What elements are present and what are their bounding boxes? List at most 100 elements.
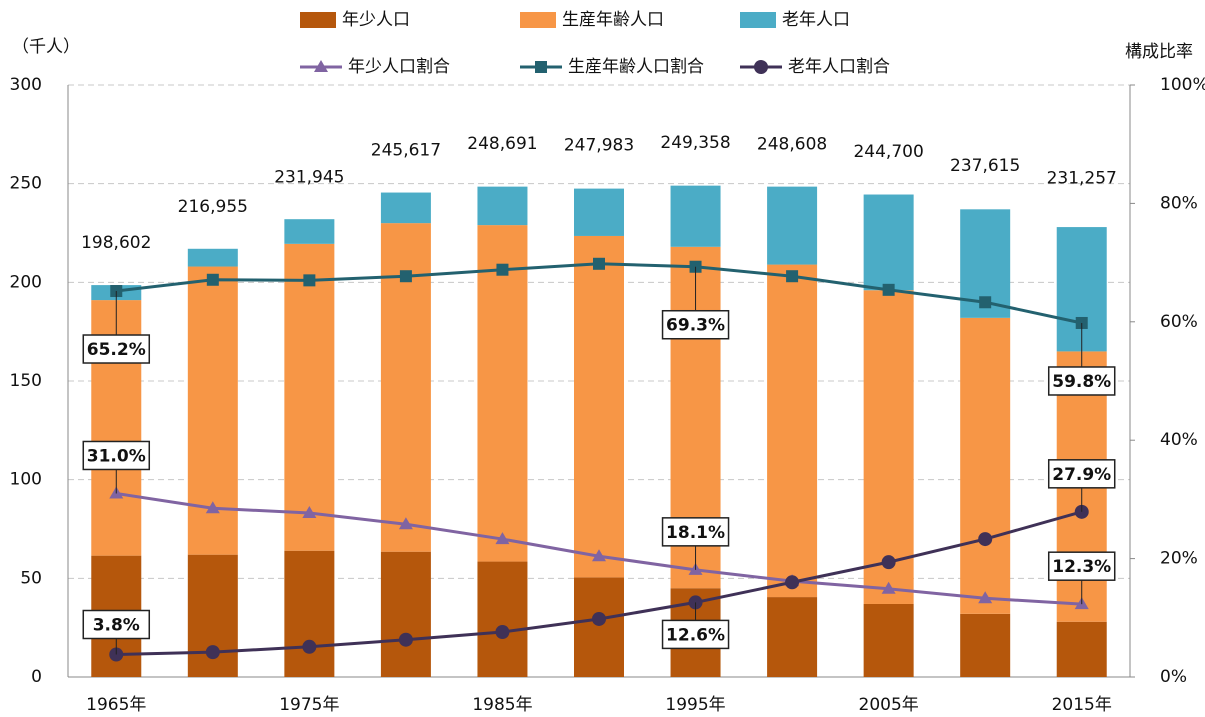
label-box bbox=[82, 609, 151, 640]
bar bbox=[380, 551, 431, 677]
bar bbox=[284, 550, 335, 677]
total-label: 231,257 bbox=[1047, 169, 1117, 189]
marker bbox=[206, 273, 219, 286]
x-tick-label: 2005年 bbox=[859, 695, 919, 715]
legend-swatch bbox=[520, 12, 556, 28]
data-label: 59.8% bbox=[1052, 372, 1111, 392]
label-box bbox=[661, 309, 730, 340]
data-label: 69.3% bbox=[666, 316, 725, 336]
marker bbox=[205, 501, 220, 514]
marker bbox=[302, 639, 317, 654]
marker bbox=[205, 645, 220, 660]
label-box bbox=[1047, 366, 1116, 396]
marker bbox=[398, 517, 413, 530]
marker bbox=[593, 257, 605, 270]
x-tick-label: 2015年 bbox=[1052, 695, 1112, 715]
y-tick-label: 250 bbox=[10, 174, 42, 194]
total-label: 216,955 bbox=[178, 197, 248, 217]
bar bbox=[284, 243, 335, 551]
marker bbox=[398, 632, 413, 647]
bar bbox=[187, 248, 238, 267]
total-label: 248,691 bbox=[467, 134, 537, 154]
data-label: 12.3% bbox=[1052, 557, 1111, 577]
bar bbox=[477, 561, 528, 677]
legend-label: 年少人口割合 bbox=[348, 57, 450, 77]
bar bbox=[670, 185, 721, 247]
legend-label: 老年人口割合 bbox=[788, 57, 890, 77]
marker bbox=[881, 581, 896, 594]
bar bbox=[477, 225, 528, 562]
y-tick-label: 300 bbox=[10, 75, 42, 95]
legend-swatch bbox=[740, 12, 776, 28]
x-tick-label: 1985年 bbox=[472, 695, 532, 715]
bar bbox=[477, 186, 528, 226]
y2-tick-label: 0% bbox=[1160, 667, 1187, 687]
marker bbox=[786, 270, 799, 283]
data-label: 18.1% bbox=[666, 523, 725, 543]
marker bbox=[785, 575, 800, 590]
marker bbox=[496, 263, 509, 276]
total-label: 245,617 bbox=[371, 140, 441, 160]
bar bbox=[574, 577, 624, 677]
label-box bbox=[661, 517, 730, 547]
bar bbox=[960, 317, 1011, 614]
label-box bbox=[1047, 551, 1116, 581]
y2-axis-title: 構成比率 bbox=[1125, 42, 1193, 62]
total-label: 248,608 bbox=[757, 134, 827, 154]
data-label: 12.6% bbox=[666, 625, 725, 645]
data-label: 31.0% bbox=[87, 446, 146, 466]
legend-marker bbox=[754, 60, 768, 74]
marker bbox=[303, 274, 316, 287]
marker bbox=[1074, 504, 1089, 519]
total-label: 237,615 bbox=[950, 156, 1020, 176]
legend-label: 生産年齢人口 bbox=[562, 10, 664, 30]
bar bbox=[863, 603, 914, 677]
total-label: 249,358 bbox=[660, 133, 730, 153]
marker bbox=[592, 611, 606, 626]
data-label: 3.8% bbox=[93, 616, 140, 636]
label-box bbox=[82, 334, 151, 364]
bar bbox=[767, 186, 818, 265]
marker bbox=[495, 532, 510, 545]
bar bbox=[284, 219, 335, 244]
y-tick-label: 50 bbox=[20, 568, 42, 588]
y-tick-label: 0 bbox=[31, 667, 42, 687]
bar bbox=[574, 188, 624, 236]
y-tick-label: 100 bbox=[10, 470, 42, 490]
bar bbox=[863, 290, 914, 604]
y2-tick-label: 40% bbox=[1160, 430, 1198, 450]
bar bbox=[863, 194, 914, 291]
marker bbox=[399, 270, 412, 283]
data-label: 65.2% bbox=[87, 340, 146, 360]
marker bbox=[882, 283, 895, 296]
label-box bbox=[1047, 459, 1116, 489]
bar bbox=[380, 192, 431, 224]
marker bbox=[592, 549, 606, 562]
marker bbox=[979, 296, 992, 309]
data-label: 27.9% bbox=[1052, 465, 1111, 485]
x-tick-label: 1995年 bbox=[665, 695, 725, 715]
y-tick-label: 200 bbox=[10, 272, 42, 292]
total-label: 247,983 bbox=[564, 136, 634, 156]
legend-marker bbox=[535, 61, 547, 73]
marker bbox=[302, 506, 317, 519]
marker bbox=[495, 625, 510, 640]
y2-tick-label: 100% bbox=[1160, 75, 1205, 95]
bar bbox=[574, 235, 624, 578]
bar bbox=[960, 613, 1011, 677]
total-label: 231,945 bbox=[274, 167, 344, 187]
x-tick-label: 1965年 bbox=[86, 695, 146, 715]
label-box bbox=[661, 619, 730, 650]
label-box bbox=[82, 440, 151, 471]
marker bbox=[978, 591, 993, 604]
legend-label: 老年人口 bbox=[782, 10, 850, 30]
total-label: 198,602 bbox=[81, 233, 151, 253]
legend-marker bbox=[314, 60, 328, 72]
legend-label: 生産年齢人口割合 bbox=[568, 57, 704, 77]
total-label: 244,700 bbox=[853, 142, 923, 162]
y-axis-title: （千人） bbox=[12, 37, 80, 57]
legend-label: 年少人口 bbox=[342, 10, 410, 30]
bar bbox=[1056, 621, 1107, 677]
bar bbox=[767, 264, 818, 598]
